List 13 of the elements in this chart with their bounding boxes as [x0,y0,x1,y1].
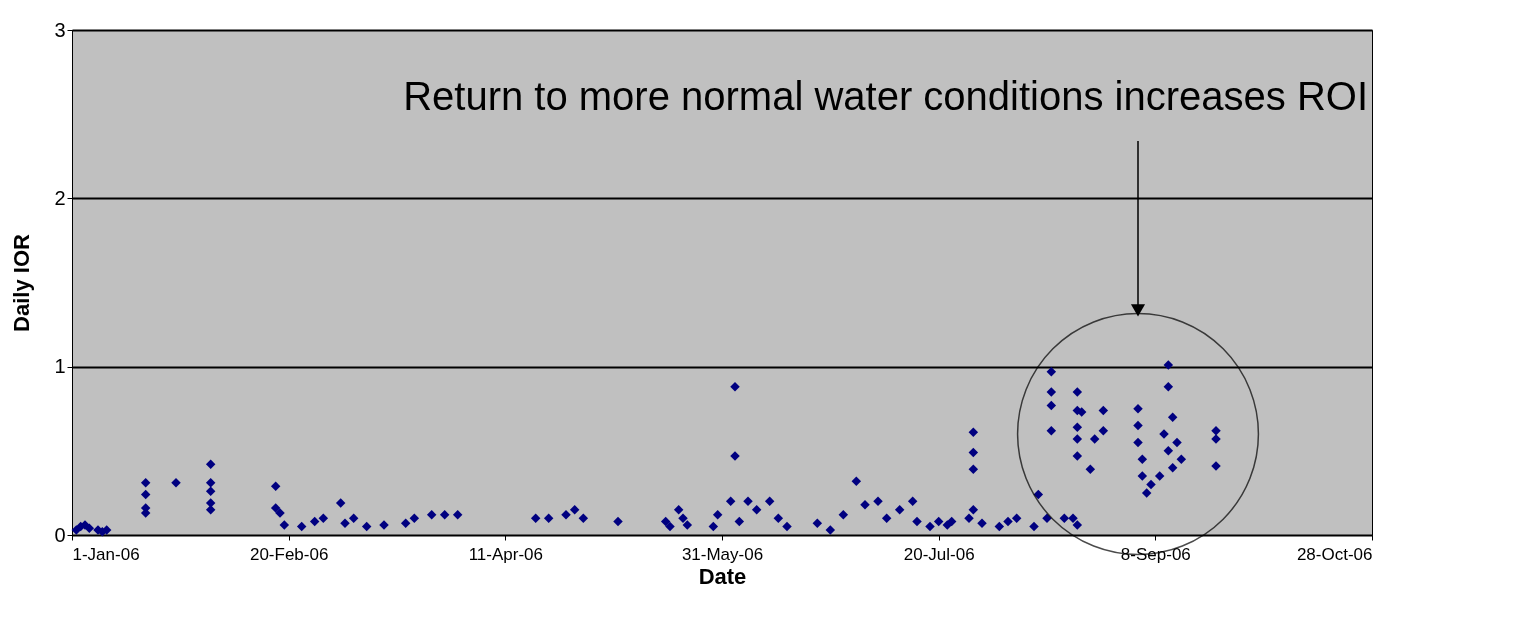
y-tick-label: 3 [54,18,66,41]
x-axis-title: Date [698,563,747,589]
y-axis-title: Daily IOR [9,233,35,332]
x-tick-label: 11-Apr-06 [468,544,544,564]
y-tick-label: 1 [54,355,66,378]
x-tick-label: 28-Oct-06 [1296,544,1373,564]
y-tick-label: 0 [54,523,66,546]
x-tick-label: 31-May-06 [681,544,764,564]
y-tick-label: 2 [54,186,66,209]
x-tick-label: 20-Jul-06 [903,544,975,564]
x-tick-label: 20-Feb-06 [249,544,329,564]
x-tick-label: 1-Jan-06 [72,544,140,564]
annotation: Return to more normal water conditions increases ROI [403,74,1368,119]
